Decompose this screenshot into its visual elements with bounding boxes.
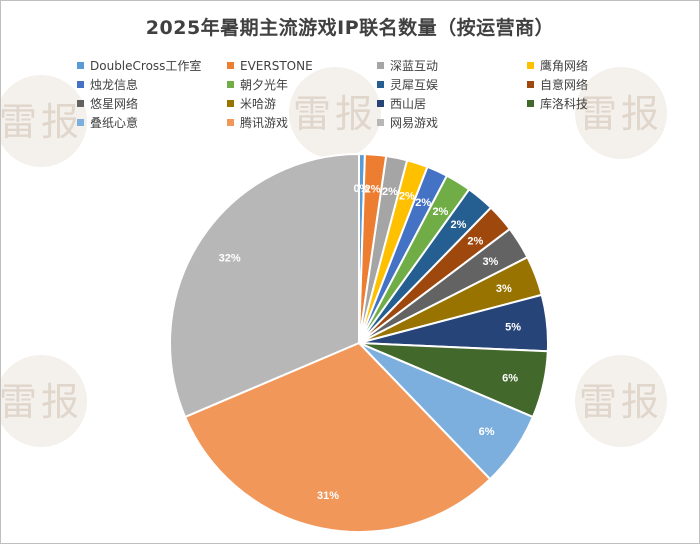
legend-swatch xyxy=(77,100,84,107)
data-labels: 0%2% 2% 2%2%2%2%2%3%3%5%6%6%31%32% xyxy=(219,183,522,502)
legend-item: EVERSTONE xyxy=(227,57,371,74)
watermark-text: 雷报 xyxy=(1,100,83,144)
pie-slices xyxy=(169,152,549,533)
data-label: 5% xyxy=(505,322,521,334)
legend-label: 米哈游 xyxy=(240,97,277,111)
data-label: 32% xyxy=(219,253,241,265)
legend-item: 自意网络 xyxy=(527,76,637,93)
legend-label: 腾讯游戏 xyxy=(240,116,289,130)
chart-title: 2025年暑期主流游戏IP联名数量（按运营商） xyxy=(145,17,555,39)
data-label: 3% xyxy=(496,283,512,295)
data-label: 0% xyxy=(353,183,369,195)
legend-swatch xyxy=(377,119,384,126)
legend-label: EVERSTONE xyxy=(240,58,313,73)
pie-slice xyxy=(183,341,492,533)
watermark-circle xyxy=(575,67,667,159)
legend-item: DoubleCross工作室 xyxy=(77,57,221,74)
watermark-circle xyxy=(1,355,87,447)
watermark-text: 雷报 xyxy=(293,92,377,136)
legend-item: 深蓝互动 xyxy=(377,57,521,74)
legend-item: 鹰角网络 xyxy=(527,57,637,74)
watermark-text: 雷报 xyxy=(579,92,663,136)
legend-label: 叠纸心意 xyxy=(90,116,139,130)
legend-swatch xyxy=(377,81,384,88)
legend-label: 西山居 xyxy=(390,97,427,111)
watermark-circle xyxy=(1,75,87,167)
legend-swatch xyxy=(77,119,84,126)
data-label: 2% xyxy=(415,197,431,209)
legend-label: 库洛科技 xyxy=(540,97,589,111)
legend-item: 网易游戏 xyxy=(377,114,521,131)
watermark-text: 雷报 xyxy=(1,380,83,424)
legend-item: 悠星网络 xyxy=(77,95,221,112)
legend-label: DoubleCross工作室 xyxy=(90,59,202,73)
data-label: 6% xyxy=(479,426,495,438)
legend-item: 西山居 xyxy=(377,95,521,112)
data-label: 2% xyxy=(365,184,381,196)
watermark-circle xyxy=(575,355,667,447)
legend-swatch xyxy=(227,81,234,88)
data-label: 2% xyxy=(432,206,448,218)
data-label: 6% xyxy=(502,372,518,384)
legend-label: 烛龙信息 xyxy=(90,78,139,92)
data-label: 2% xyxy=(382,186,398,198)
data-label: 2% xyxy=(399,191,415,203)
data-label: 2% xyxy=(467,236,483,248)
legend-swatch xyxy=(77,62,84,69)
legend-label: 灵犀互娱 xyxy=(390,78,439,92)
pie-slice xyxy=(169,152,360,419)
legend-swatch xyxy=(377,100,384,107)
legend-swatch xyxy=(527,100,534,107)
legend-item: 灵犀互娱 xyxy=(377,76,521,93)
legend-swatch xyxy=(377,62,384,69)
watermark-text: 雷报 xyxy=(579,380,663,424)
data-label: 3% xyxy=(482,256,498,268)
legend-label: 网易游戏 xyxy=(390,116,439,130)
chart-legend: DoubleCross工作室 EVERSTONE 深蓝互动 鹰角网络烛龙信息 朝夕光年 灵… xyxy=(77,57,637,131)
legend-item: 烛龙信息 xyxy=(77,76,221,93)
legend-swatch xyxy=(227,119,234,126)
legend-swatch xyxy=(227,62,234,69)
legend-swatch xyxy=(527,62,534,69)
legend-label: 悠星网络 xyxy=(90,97,139,111)
legend-item: 米哈游 xyxy=(227,95,371,112)
legend-label: 朝夕光年 xyxy=(240,78,289,92)
legend-item: 叠纸心意 xyxy=(77,114,221,131)
legend-label: 鹰角网络 xyxy=(540,59,589,73)
legend-label: 深蓝互动 xyxy=(390,59,439,73)
legend-swatch xyxy=(227,100,234,107)
legend-item: 库洛科技 xyxy=(527,95,637,112)
data-label: 31% xyxy=(317,490,339,502)
legend-swatch xyxy=(77,81,84,88)
data-label: 2% xyxy=(451,219,467,231)
legend-swatch xyxy=(527,81,534,88)
legend-item: 腾讯游戏 xyxy=(227,114,371,131)
legend-item: 朝夕光年 xyxy=(227,76,371,93)
watermark-circle xyxy=(289,67,381,159)
legend-label: 自意网络 xyxy=(540,78,589,92)
